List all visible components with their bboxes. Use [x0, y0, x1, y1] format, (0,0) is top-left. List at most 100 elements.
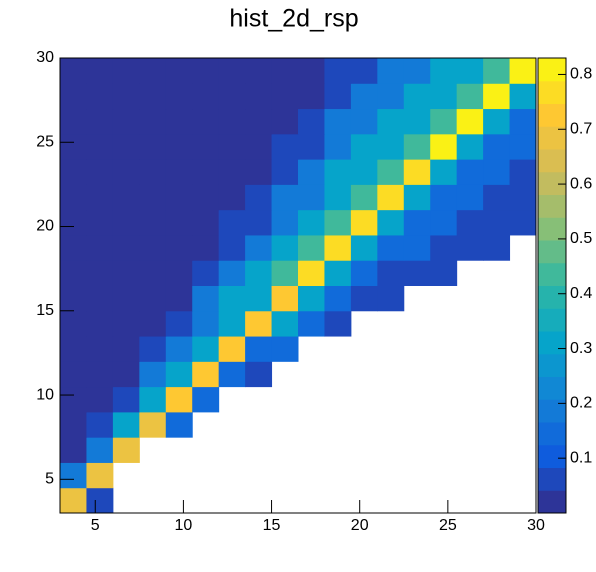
heatmap-cell — [430, 234, 458, 261]
heatmap-cell — [377, 260, 405, 286]
heatmap-cell — [483, 234, 511, 261]
heatmap-cell — [60, 437, 87, 463]
heatmap-cell — [298, 133, 325, 160]
heatmap-cell — [192, 184, 220, 211]
heatmap-cell — [165, 361, 193, 388]
heatmap-cell — [112, 285, 140, 312]
heatmap-cell — [483, 133, 511, 160]
heatmap-cell — [509, 159, 537, 185]
heatmap-cell — [112, 133, 140, 160]
heatmap-cell — [139, 411, 167, 438]
heatmap-cell — [271, 58, 299, 84]
color-bar-frame — [537, 57, 567, 514]
x-tick-label: 30 — [527, 517, 545, 534]
heatmap-cell — [377, 285, 405, 312]
heatmap-cell — [112, 58, 140, 84]
heatmap-cell — [350, 159, 378, 185]
heatmap-cell — [271, 310, 299, 337]
heatmap-cell — [509, 209, 537, 236]
heatmap-cell — [377, 159, 405, 185]
x-tick-label: 20 — [351, 517, 369, 534]
heatmap-cell — [298, 184, 325, 211]
heatmap-cell — [112, 411, 140, 438]
y-tick-label: 20 — [36, 218, 54, 235]
color-bar-step — [538, 240, 566, 264]
heatmap-cell — [377, 184, 405, 211]
heatmap-cell — [324, 133, 352, 160]
z-tick-label: 0.6 — [570, 175, 592, 192]
heatmap-cell — [60, 58, 87, 84]
heatmap-cell — [245, 184, 273, 211]
color-bar-step — [538, 58, 566, 82]
heatmap-cell — [165, 159, 193, 185]
heatmap-cell — [509, 108, 537, 135]
heatmap-cell — [245, 234, 273, 261]
heatmap-cell — [86, 234, 114, 261]
heatmap-cell — [298, 285, 325, 312]
heatmap-cell — [139, 108, 167, 135]
z-tick-label: 0.3 — [570, 340, 592, 357]
color-bar-step — [538, 285, 566, 309]
heatmap-cell — [192, 83, 220, 110]
heatmap-cell — [112, 159, 140, 185]
heatmap-cell — [271, 184, 299, 211]
heatmap-cell — [60, 234, 87, 261]
heatmap-cell — [350, 83, 378, 110]
z-tick-label: 0.4 — [570, 285, 592, 302]
heatmap-cell — [218, 108, 246, 135]
heatmap-cell — [112, 310, 140, 337]
heatmap-cell — [192, 386, 220, 413]
heatmap-cell — [377, 108, 405, 135]
heatmap-cell — [509, 58, 537, 84]
heatmap-cell — [86, 159, 114, 185]
heatmap-cell — [112, 361, 140, 388]
x-tick-label: 10 — [175, 517, 193, 534]
frame — [59, 57, 537, 514]
heatmap-cell — [86, 58, 114, 84]
color-bar-step — [538, 126, 566, 150]
heatmap-cell — [112, 386, 140, 413]
color-bar-step — [538, 467, 566, 491]
heatmap-cell — [165, 386, 193, 413]
heatmap-cell — [298, 108, 325, 135]
heatmap-cell — [377, 234, 405, 261]
heatmap-cell — [112, 234, 140, 261]
z-tick-label: 0.5 — [570, 230, 592, 247]
color-bar-step — [538, 80, 566, 104]
color-bar-step — [538, 490, 566, 514]
heatmap-cell — [165, 209, 193, 236]
heatmap-cell — [218, 234, 246, 261]
y-tick-label: 15 — [36, 302, 54, 319]
heatmap-cell — [165, 83, 193, 110]
heatmap-cell — [298, 58, 325, 84]
heatmap-cell — [139, 159, 167, 185]
heatmap-cell — [403, 58, 431, 84]
heatmap-cell — [350, 184, 378, 211]
x-tick-label: 15 — [263, 517, 281, 534]
color-bar-step — [538, 103, 566, 127]
heatmap-cell — [139, 184, 167, 211]
heatmap-cell — [483, 58, 511, 84]
heatmap-cell — [430, 108, 458, 135]
heatmap-cell — [86, 462, 114, 489]
heatmap-cell — [271, 133, 299, 160]
x-tick-label: 25 — [439, 517, 457, 534]
heatmap-cell — [86, 310, 114, 337]
heatmap-cell — [112, 260, 140, 286]
x-tick-label: 5 — [91, 517, 100, 534]
heatmap-cell — [218, 58, 246, 84]
heatmap-cell — [483, 209, 511, 236]
heatmap-cell — [271, 260, 299, 286]
heatmap-cell — [139, 285, 167, 312]
heatmap-cell — [192, 159, 220, 185]
color-bar-step — [538, 444, 566, 468]
heatmap-cell — [165, 58, 193, 84]
heatmap-cell — [350, 58, 378, 84]
heatmap-cell — [350, 133, 378, 160]
heatmap-cell — [192, 285, 220, 312]
color-bar-step — [538, 262, 566, 286]
heatmap-cell — [192, 209, 220, 236]
y-tick-label: 10 — [36, 386, 54, 403]
heatmap-cell — [324, 83, 352, 110]
